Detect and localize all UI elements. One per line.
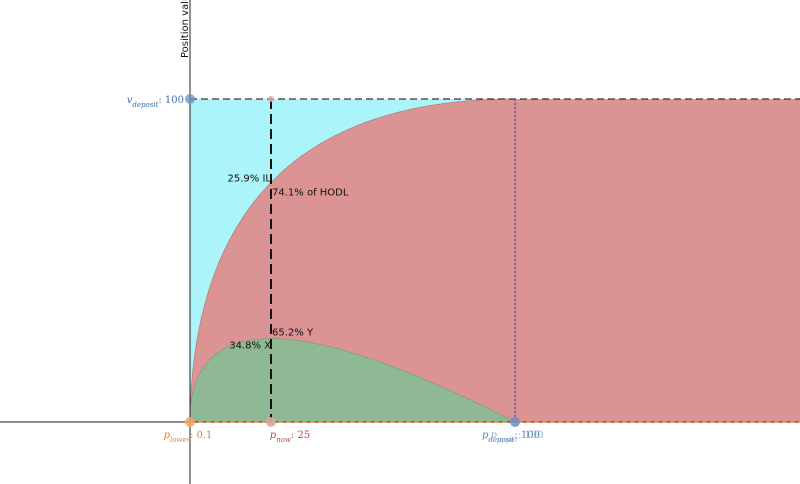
impermanent-loss-annotation: 25.9% IL — [228, 173, 272, 184]
y-axis-label: Position value — [180, 0, 191, 58]
p-lower-label: plower: 0.1 — [164, 430, 213, 444]
p-upper-label: pupper: 100 — [490, 430, 543, 444]
p-deposit-label: pdeposit: 100 — [482, 430, 540, 444]
of-hodl-annotation: 74.1% of HODL — [272, 187, 349, 198]
x-share-annotation: 34.8% X — [229, 341, 271, 352]
p-lower-marker[interactable] — [185, 417, 195, 427]
p-deposit-marker[interactable] — [510, 417, 520, 427]
p-now-marker[interactable] — [266, 417, 277, 427]
lp-value-area-beyond-range — [515, 99, 800, 422]
p-now-label: pnow: 25 — [270, 430, 310, 444]
v-deposit-label: vdeposit: 100 — [127, 95, 184, 109]
v-deposit-marker[interactable] — [185, 94, 195, 104]
y-share-annotation: 65.2% Y — [272, 328, 314, 339]
v-deposit-now-marker — [268, 96, 275, 102]
